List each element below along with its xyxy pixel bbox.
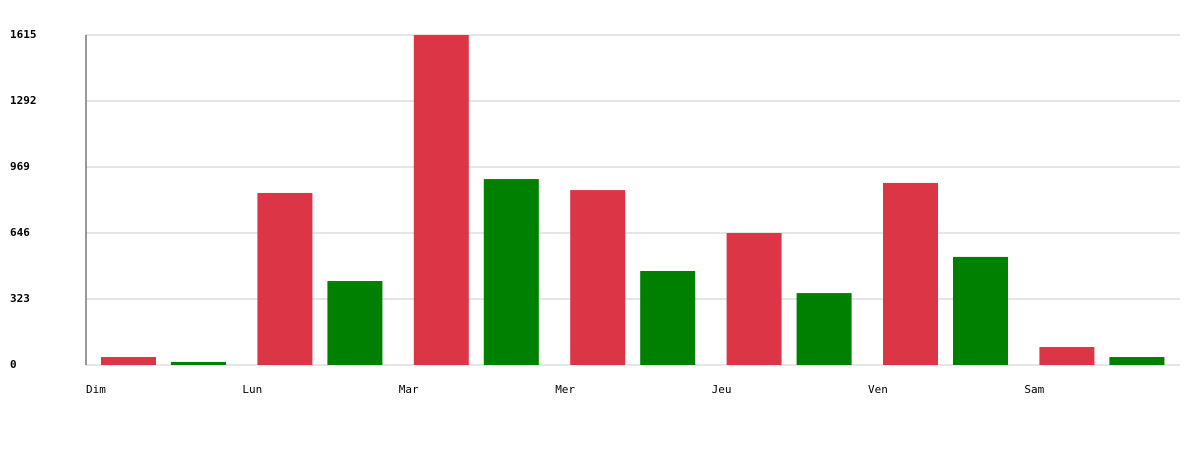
bar — [257, 192, 313, 365]
bar — [883, 182, 938, 365]
bar — [483, 179, 539, 365]
bar — [413, 35, 469, 365]
x-tick-label: Mer — [555, 383, 575, 396]
bar — [796, 293, 852, 365]
x-tick-label: Dim — [86, 383, 106, 396]
x-tick-label: Sam — [1024, 383, 1044, 396]
bar — [1109, 357, 1165, 365]
y-tick-label: 1615 — [10, 28, 37, 41]
bar — [101, 357, 156, 365]
bar — [327, 281, 383, 365]
bar — [570, 190, 626, 365]
x-tick-label: Mar — [399, 383, 419, 396]
bar — [726, 233, 782, 365]
y-tick-label: 1292 — [10, 94, 37, 107]
bar — [1039, 347, 1095, 365]
bar — [953, 256, 1008, 365]
bar — [171, 361, 226, 365]
y-tick-label: 0 — [10, 358, 17, 371]
x-tick-label: Jeu — [712, 383, 732, 396]
y-tick-label: 646 — [10, 226, 30, 239]
y-tick-label: 969 — [10, 160, 30, 173]
bar — [640, 271, 696, 365]
x-tick-label: Lun — [242, 383, 262, 396]
y-tick-label: 323 — [10, 292, 30, 305]
x-tick-label: Ven — [868, 383, 888, 396]
